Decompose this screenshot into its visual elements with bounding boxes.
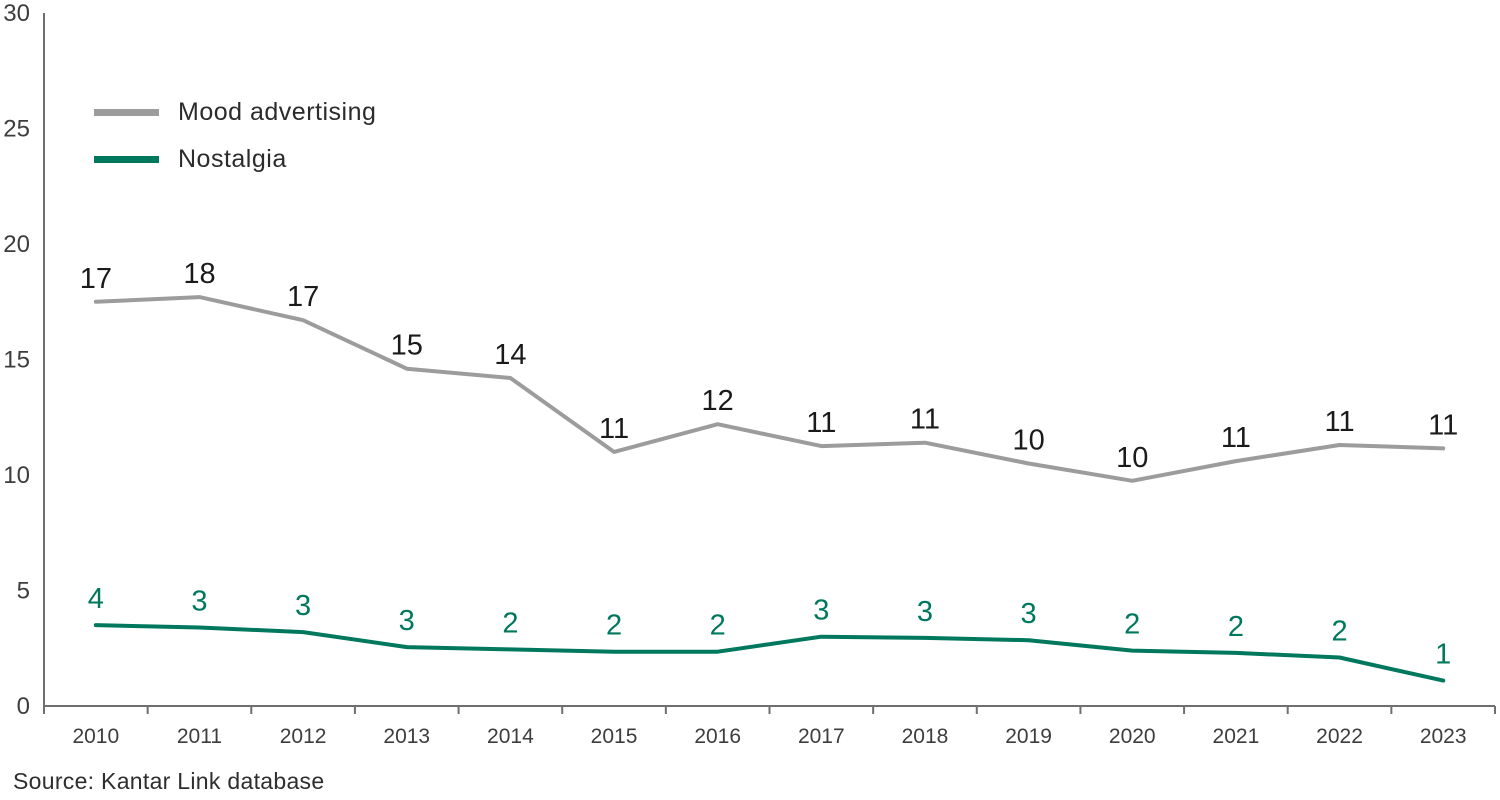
data-label: 1 [1435,639,1451,671]
data-label: 2 [1228,611,1244,643]
x-tick-label: 2012 [280,725,327,748]
legend-item-nostalgia: Nostalgia [94,144,376,174]
x-tick-label: 2018 [902,725,949,748]
legend-label-mood-advertising: Mood advertising [178,97,377,126]
source-note: Source: Kantar Link database [13,768,325,794]
data-label: 17 [80,263,112,295]
data-label: 11 [806,407,836,439]
x-tick-label: 2015 [591,725,638,748]
y-tick-label: 20 [3,231,30,258]
data-label: 3 [191,585,207,617]
data-label: 4 [88,583,104,615]
legend: Mood advertising Nostalgia [94,97,376,191]
x-tick-label: 2013 [383,725,430,748]
data-label: 3 [917,596,933,628]
data-label: 3 [399,605,415,637]
x-tick-label: 2019 [1005,725,1052,748]
x-tick-label: 2020 [1109,725,1156,748]
series-line-mood-advertising [93,295,1446,483]
x-tick-label: 2021 [1213,725,1260,748]
data-label: 11 [1221,422,1251,454]
y-tick-label: 15 [3,347,30,374]
data-label: 2 [606,610,622,642]
x-tick-label: 2011 [177,725,222,748]
data-label: 11 [1428,409,1458,441]
data-label: 2 [502,607,518,639]
x-tick-label: 2016 [694,725,741,748]
x-tick-label: 2014 [487,725,534,748]
mood-advertising-swatch-icon [94,108,159,116]
x-tick-label: 2023 [1420,725,1467,748]
data-label: 15 [391,330,423,362]
y-tick-label: 10 [3,462,30,489]
data-label: 18 [183,258,215,290]
y-tick-label: 0 [17,693,30,720]
data-label: 2 [710,610,726,642]
series-line-nostalgia [93,623,1446,683]
legend-item-mood-advertising: Mood advertising [94,97,376,127]
data-label: 3 [295,590,311,622]
data-label: 11 [1324,406,1354,438]
x-tick-label: 2022 [1316,725,1363,748]
data-label: 10 [1012,424,1044,456]
legend-label-nostalgia: Nostalgia [178,144,287,173]
data-label: 10 [1116,442,1148,474]
data-label: 11 [599,413,629,445]
y-tick-label: 30 [3,0,30,27]
x-tick-label: 2010 [72,725,119,748]
y-tick-label: 5 [17,578,30,605]
data-label: 14 [494,339,526,371]
data-label: 2 [1124,609,1140,641]
data-label: 17 [287,281,319,313]
nostalgia-swatch-icon [94,155,159,163]
x-tick-label: 2017 [798,725,845,748]
y-tick-label: 25 [3,116,30,143]
data-label: 11 [910,404,940,436]
data-label: 2 [1331,615,1347,647]
data-label: 3 [1021,598,1037,630]
data-label: 12 [702,385,734,417]
data-label: 3 [813,595,829,627]
